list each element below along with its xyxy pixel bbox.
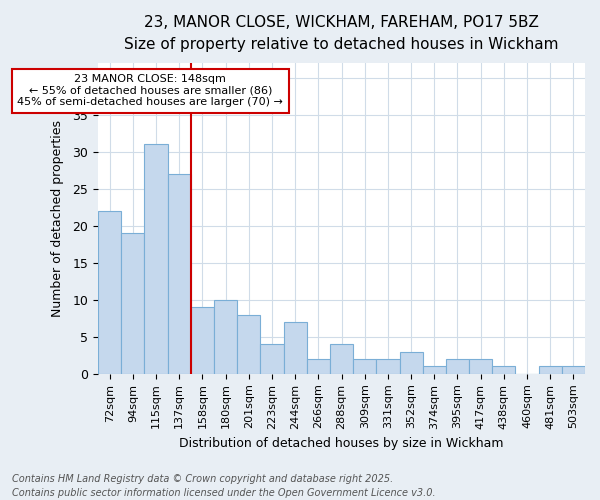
Bar xyxy=(98,211,121,374)
Bar xyxy=(260,344,284,374)
Bar xyxy=(423,366,446,374)
Bar xyxy=(284,322,307,374)
Bar xyxy=(469,359,492,374)
Text: Contains HM Land Registry data © Crown copyright and database right 2025.
Contai: Contains HM Land Registry data © Crown c… xyxy=(12,474,436,498)
Bar xyxy=(400,352,423,374)
Bar xyxy=(353,359,376,374)
Bar xyxy=(167,174,191,374)
Y-axis label: Number of detached properties: Number of detached properties xyxy=(51,120,64,317)
Bar xyxy=(121,234,145,374)
Bar xyxy=(446,359,469,374)
Bar xyxy=(191,307,214,374)
Bar xyxy=(562,366,585,374)
Text: 23 MANOR CLOSE: 148sqm
← 55% of detached houses are smaller (86)
45% of semi-det: 23 MANOR CLOSE: 148sqm ← 55% of detached… xyxy=(17,74,283,108)
Bar xyxy=(214,300,237,374)
X-axis label: Distribution of detached houses by size in Wickham: Distribution of detached houses by size … xyxy=(179,437,504,450)
Bar xyxy=(330,344,353,374)
Bar xyxy=(237,314,260,374)
Bar xyxy=(492,366,515,374)
Bar xyxy=(145,144,167,374)
Title: 23, MANOR CLOSE, WICKHAM, FAREHAM, PO17 5BZ
Size of property relative to detache: 23, MANOR CLOSE, WICKHAM, FAREHAM, PO17 … xyxy=(124,15,559,52)
Bar xyxy=(307,359,330,374)
Bar xyxy=(539,366,562,374)
Bar xyxy=(376,359,400,374)
